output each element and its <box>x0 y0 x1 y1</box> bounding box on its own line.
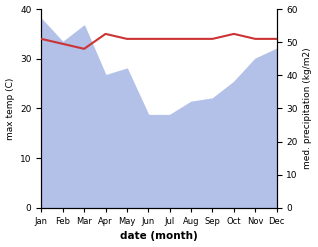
X-axis label: date (month): date (month) <box>120 231 198 242</box>
Y-axis label: med. precipitation (kg/m2): med. precipitation (kg/m2) <box>303 48 313 169</box>
Y-axis label: max temp (C): max temp (C) <box>5 77 15 140</box>
